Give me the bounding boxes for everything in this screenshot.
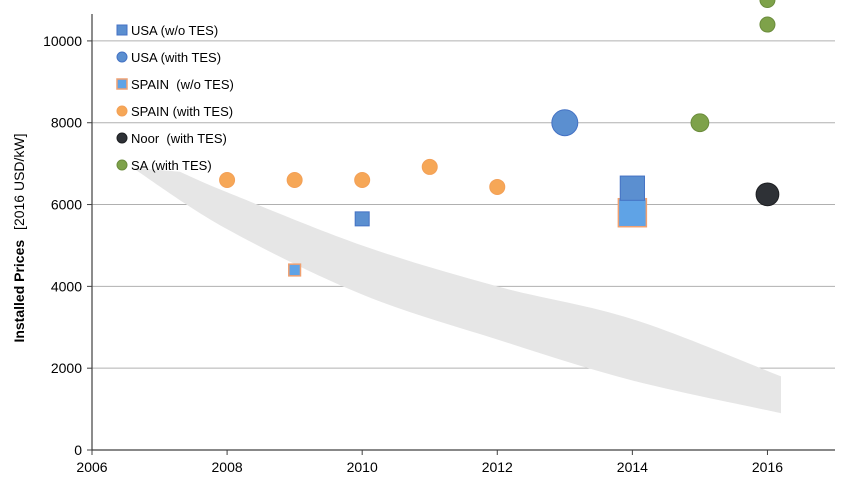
x-tick-label-2010: 2010	[347, 459, 378, 475]
legend-marker-noor-with-tes	[116, 132, 128, 144]
x-tick-label-2006: 2006	[76, 459, 107, 475]
price-band	[132, 167, 781, 414]
noor-with-tes-point-0	[755, 182, 780, 207]
sa-with-tes-point-1	[759, 16, 776, 33]
usa-w-o-tes-point-1	[619, 175, 645, 201]
spain-w-o-tes-point-1	[617, 197, 648, 228]
y-tick-label-6000: 6000	[51, 197, 82, 213]
legend-label-usa-w-o-tes: USA (w/o TES)	[131, 23, 218, 38]
x-tick-label-2008: 2008	[212, 459, 243, 475]
x-tick-label-2016: 2016	[752, 459, 783, 475]
spain-with-tes-point-1	[286, 172, 303, 188]
y-tick-label-4000: 4000	[51, 278, 82, 294]
axis-labels: Installed Prices [2016 USD/kW]	[11, 133, 27, 342]
legend: USA (w/o TES) USA (with TES) SPAIN (w/o TE…	[116, 23, 234, 173]
usa-with-tes-point-0	[551, 109, 579, 137]
spain-w-o-tes-point-0	[288, 263, 302, 277]
y-axis-label-main: Installed Prices	[11, 240, 27, 343]
usa-w-o-tes-point-0	[354, 211, 370, 227]
legend-marker-spain-with-tes	[116, 105, 128, 117]
y-tick-label-10000: 10000	[43, 33, 82, 49]
data-points	[219, 0, 780, 277]
sa-with-tes-point-0	[690, 113, 710, 133]
cost-reduction-band	[132, 167, 781, 414]
x-tick-label-2014: 2014	[617, 459, 648, 475]
legend-marker-usa-w-o-tes	[116, 24, 128, 36]
legend-marker-usa-with-tes	[116, 51, 128, 63]
x-tick-label-2012: 2012	[482, 459, 513, 475]
spain-with-tes-point-3	[421, 158, 438, 175]
spain-with-tes-point-0	[219, 172, 236, 188]
legend-label-usa-with-tes: USA (with TES)	[131, 50, 221, 65]
y-tick-label-2000: 2000	[51, 360, 82, 376]
legend-marker-spain-w-o-tes	[116, 78, 128, 90]
legend-label-spain-with-tes: SPAIN (with TES)	[131, 104, 233, 119]
legend-label-noor-with-tes: Noor (with TES)	[131, 131, 227, 146]
legend-label-sa-with-tes: SA (with TES)	[131, 158, 212, 173]
y-axis-label-unit: [2016 USD/kW]	[11, 133, 27, 229]
spain-with-tes-point-2	[354, 172, 371, 188]
legend-marker-sa-with-tes	[116, 159, 128, 171]
y-axis-label: Installed Prices [2016 USD/kW]	[11, 133, 27, 342]
legend-label-spain-w-o-tes: SPAIN (w/o TES)	[131, 77, 234, 92]
sa-with-tes-point-2	[759, 0, 776, 8]
y-tick-label-0: 0	[74, 442, 82, 458]
axes: 0 2000 4000 6000 8000 10000 2006 2008 2010 2012 20…	[43, 14, 835, 475]
y-tick-label-8000: 8000	[51, 115, 82, 131]
spain-with-tes-point-4	[489, 178, 506, 195]
